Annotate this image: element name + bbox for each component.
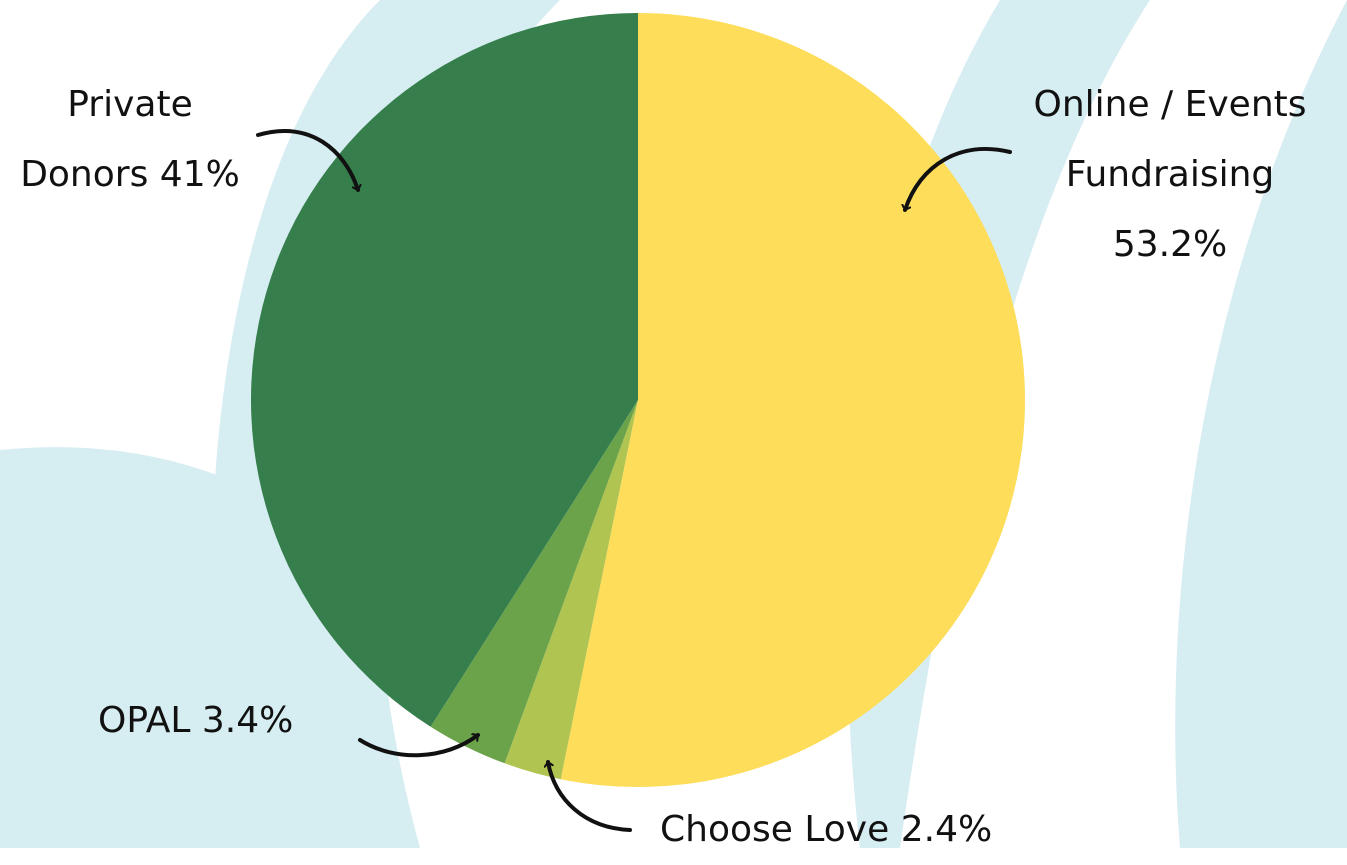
value-label: 53.2% (1000, 210, 1340, 280)
category-label: Online / Events Fundraising (1033, 84, 1306, 195)
category-label: OPAL (98, 700, 190, 741)
category-label: Choose Love (660, 809, 889, 850)
page: {"chart_data": {"type": "pie", "categori… (0, 0, 1347, 848)
pie (251, 13, 1025, 787)
slice-label: Online / Events Fundraising 53.2% (1000, 70, 1340, 280)
slice-label: OPAL 3.4% (98, 686, 358, 756)
value-label: 2.4% (901, 809, 992, 850)
value-label: 3.4% (202, 700, 293, 741)
slice-label: Private Donors 41% (5, 70, 255, 210)
slice-label: Choose Love 2.4% (660, 795, 1080, 865)
value-label: 41% (160, 154, 240, 195)
